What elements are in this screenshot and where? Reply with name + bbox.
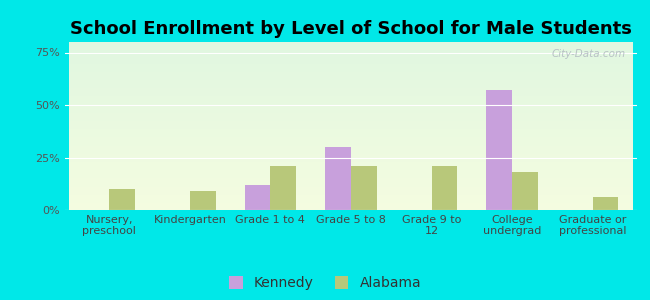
Bar <box>351 166 377 210</box>
Bar <box>486 90 512 210</box>
Bar <box>432 166 458 210</box>
Bar <box>109 189 135 210</box>
Bar <box>512 172 538 210</box>
Title: School Enrollment by Level of School for Male Students: School Enrollment by Level of School for… <box>70 20 632 38</box>
Legend: Kennedy, Alabama: Kennedy, Alabama <box>229 276 421 290</box>
Text: City-Data.com: City-Data.com <box>551 49 625 59</box>
Bar <box>244 185 270 210</box>
Bar <box>593 197 618 210</box>
Bar <box>270 166 296 210</box>
Bar <box>325 147 351 210</box>
Bar <box>190 191 216 210</box>
